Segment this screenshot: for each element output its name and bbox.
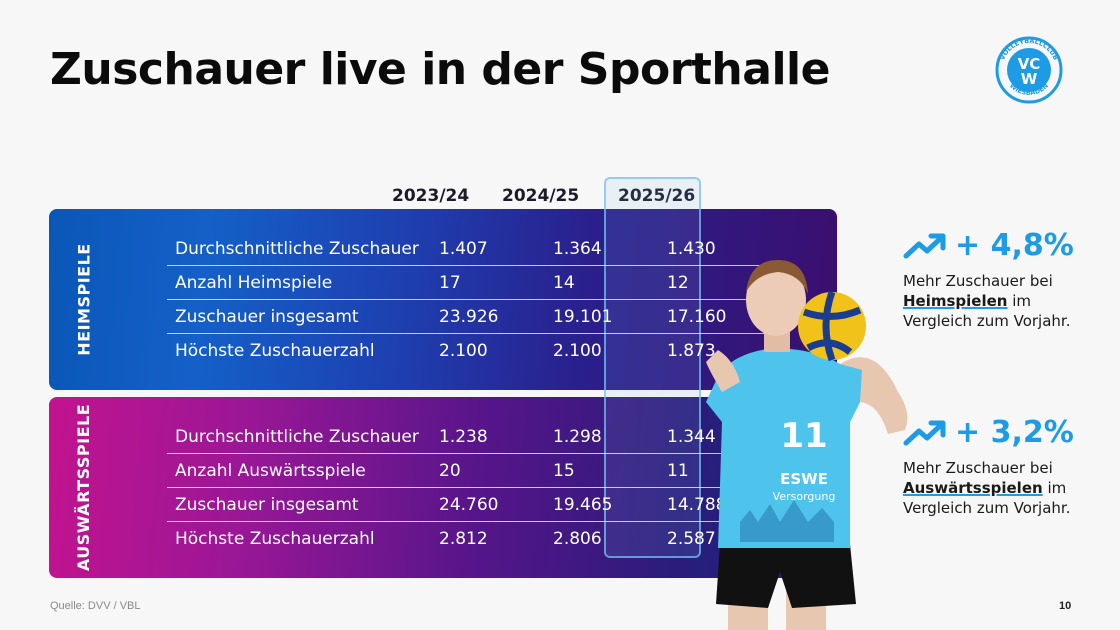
column-header-2025-26: 2025/26 — [618, 186, 696, 206]
home-growth-value: + 4,8% — [955, 228, 1074, 263]
table-row: Höchste Zuschauerzahl 2.100 2.100 1.873 — [175, 341, 716, 361]
table-row: Zuschauer insgesamt 24.760 19.465 14.788 — [167, 488, 771, 522]
trend-up-icon — [903, 420, 946, 445]
table-row: Anzahl Auswärtsspiele 20 15 11 — [167, 454, 771, 488]
trend-up-icon — [903, 233, 946, 258]
away-games-label: AUSWÄRTSSPIELE — [74, 403, 94, 572]
table-row: Durchschnittliche Zuschauer 1.238 1.298 … — [167, 420, 771, 454]
away-growth-stat: + 3,2% Mehr Zuschauer bei Auswärtsspiele… — [903, 415, 1074, 517]
jersey-sponsor-1: ESWE — [780, 470, 828, 488]
logo-vc: VC — [1018, 55, 1041, 73]
player-photo: 11 ESWE Versorgung — [706, 260, 908, 630]
home-games-label: HEIMSPIELE — [74, 243, 94, 356]
table-row: Durchschnittliche Zuschauer 1.407 1.364 … — [167, 232, 771, 266]
table-row: Zuschauer insgesamt 23.926 19.101 17.160 — [167, 300, 771, 334]
table-row: Anzahl Heimspiele 17 14 12 — [167, 266, 771, 300]
source-note: Quelle: DVV / VBL — [50, 600, 141, 612]
away-growth-text: Mehr Zuschauer bei — [903, 459, 1053, 477]
home-growth-stat: + 4,8% Mehr Zuschauer bei Heimspielen im… — [903, 228, 1074, 330]
column-header-2023-24: 2023/24 — [392, 186, 470, 206]
column-header-2024-25: 2024/25 — [502, 186, 580, 206]
current-season-highlight — [604, 177, 701, 558]
page-title: Zuschauer live in der Sporthalle — [50, 44, 830, 95]
home-growth-text: Mehr Zuschauer bei — [903, 272, 1053, 290]
jersey-sponsor-2: Versorgung — [773, 490, 836, 503]
table-row: Höchste Zuschauerzahl 2.812 2.806 2.587 — [175, 529, 716, 549]
vcw-logo: VC W VOLLEYBALLCLUB WIESBADEN — [995, 36, 1063, 104]
away-growth-emphasis: Auswärtsspielen — [903, 479, 1043, 497]
away-growth-value: + 3,2% — [955, 415, 1074, 450]
logo-w: W — [1021, 70, 1038, 88]
page-number: 10 — [1059, 600, 1072, 612]
home-growth-emphasis: Heimspielen — [903, 292, 1008, 310]
jersey-number: 11 — [780, 416, 827, 456]
